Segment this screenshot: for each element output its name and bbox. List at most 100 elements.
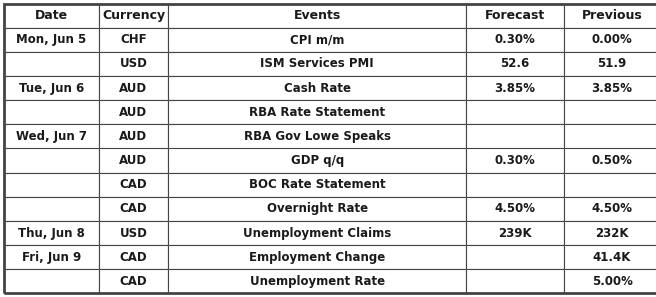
Bar <box>466 245 564 269</box>
Bar <box>99 28 168 52</box>
Text: 41.4K: 41.4K <box>593 251 631 264</box>
Bar <box>4 197 99 221</box>
Bar <box>466 221 564 245</box>
Bar <box>4 28 99 52</box>
Bar <box>168 28 466 52</box>
Bar <box>466 4 564 28</box>
Bar <box>99 76 168 100</box>
Text: Date: Date <box>35 9 68 22</box>
Bar <box>168 221 466 245</box>
Text: USD: USD <box>119 57 148 70</box>
Bar <box>564 197 656 221</box>
Text: GDP q/q: GDP q/q <box>291 154 344 167</box>
Bar <box>168 245 466 269</box>
Bar <box>564 269 656 293</box>
Text: 0.30%: 0.30% <box>495 154 535 167</box>
Bar <box>99 52 168 76</box>
Bar <box>564 52 656 76</box>
Text: 4.50%: 4.50% <box>592 202 632 215</box>
Bar <box>564 173 656 197</box>
Bar <box>466 100 564 124</box>
Bar <box>168 124 466 148</box>
Text: Mon, Jun 5: Mon, Jun 5 <box>16 33 87 46</box>
Bar <box>4 269 99 293</box>
Bar <box>564 124 656 148</box>
Text: CPI m/m: CPI m/m <box>290 33 344 46</box>
Bar <box>168 100 466 124</box>
Text: USD: USD <box>119 227 148 240</box>
Text: 0.00%: 0.00% <box>592 33 632 46</box>
Bar <box>4 245 99 269</box>
Bar <box>466 269 564 293</box>
Text: 4.50%: 4.50% <box>495 202 535 215</box>
Bar <box>99 28 168 52</box>
Bar <box>564 76 656 100</box>
Bar <box>4 52 99 76</box>
Bar <box>4 221 99 245</box>
Bar <box>99 173 168 197</box>
Text: 232K: 232K <box>595 227 629 240</box>
Bar <box>4 148 99 173</box>
Bar <box>168 76 466 100</box>
Text: Overnight Rate: Overnight Rate <box>266 202 368 215</box>
Bar <box>168 173 466 197</box>
Bar <box>168 269 466 293</box>
Bar <box>99 245 168 269</box>
Text: 3.85%: 3.85% <box>495 82 535 95</box>
Bar <box>4 173 99 197</box>
Bar <box>466 148 564 173</box>
Text: 5.00%: 5.00% <box>592 275 632 288</box>
Text: CAD: CAD <box>119 275 148 288</box>
Bar <box>4 124 99 148</box>
Bar <box>168 197 466 221</box>
Bar <box>4 4 99 28</box>
Bar <box>564 221 656 245</box>
Bar <box>168 4 466 28</box>
Bar <box>466 124 564 148</box>
Bar <box>466 100 564 124</box>
Bar <box>564 269 656 293</box>
Bar <box>466 124 564 148</box>
Text: Currency: Currency <box>102 9 165 22</box>
Bar <box>564 4 656 28</box>
Bar <box>168 269 466 293</box>
Bar <box>168 197 466 221</box>
Bar <box>4 100 99 124</box>
Text: 0.50%: 0.50% <box>592 154 632 167</box>
Text: RBA Gov Lowe Speaks: RBA Gov Lowe Speaks <box>243 130 391 143</box>
Bar <box>168 76 466 100</box>
Bar <box>168 4 466 28</box>
Bar <box>466 4 564 28</box>
Text: AUD: AUD <box>119 82 148 95</box>
Text: Tue, Jun 6: Tue, Jun 6 <box>19 82 84 95</box>
Text: Unemployment Rate: Unemployment Rate <box>250 275 384 288</box>
Bar <box>466 148 564 173</box>
Bar <box>99 4 168 28</box>
Text: CAD: CAD <box>119 251 148 264</box>
Bar <box>564 197 656 221</box>
Bar <box>564 148 656 173</box>
Bar <box>564 100 656 124</box>
Bar <box>466 28 564 52</box>
Bar <box>564 148 656 173</box>
Bar <box>466 52 564 76</box>
Text: Forecast: Forecast <box>485 9 545 22</box>
Bar <box>564 4 656 28</box>
Bar <box>564 28 656 52</box>
Text: 0.30%: 0.30% <box>495 33 535 46</box>
Bar <box>564 245 656 269</box>
Bar <box>99 245 168 269</box>
Bar <box>99 124 168 148</box>
Bar <box>4 221 99 245</box>
Bar <box>168 148 466 173</box>
Bar <box>466 269 564 293</box>
Bar <box>4 4 99 28</box>
Bar <box>4 269 99 293</box>
Bar <box>168 52 466 76</box>
Text: RBA Rate Statement: RBA Rate Statement <box>249 106 385 119</box>
Bar <box>168 52 466 76</box>
Bar <box>99 221 168 245</box>
Bar <box>99 148 168 173</box>
Bar <box>4 245 99 269</box>
Bar <box>168 28 466 52</box>
